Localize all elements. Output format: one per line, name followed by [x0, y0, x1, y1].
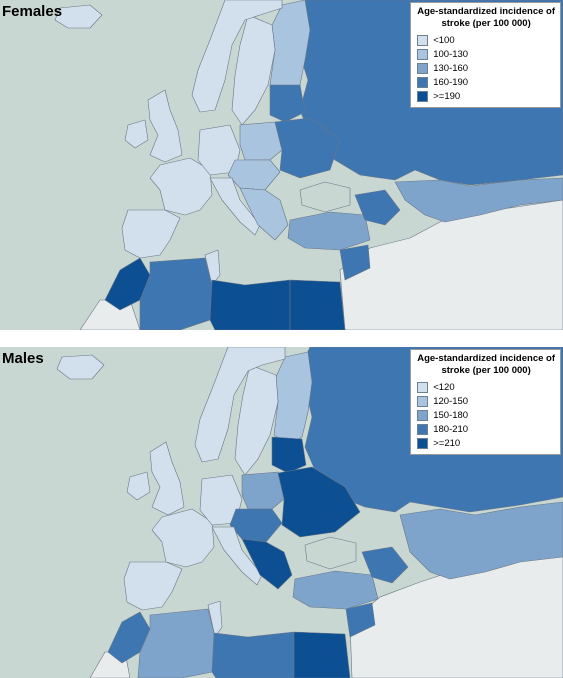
legend-title: Age-standardized incidence of stroke (pe…	[417, 6, 555, 30]
country-caucasus	[354, 189, 401, 226]
map-title: Males	[2, 350, 44, 367]
legend-swatch	[417, 381, 429, 393]
panel-separator	[0, 330, 563, 347]
country-turkey	[287, 211, 371, 251]
map-panel-females: Females Age-standardized incidence of st…	[0, 0, 563, 330]
country-baltics	[271, 436, 307, 474]
country-finland	[273, 351, 313, 446]
country-libya	[211, 631, 295, 678]
country-caucasus	[361, 546, 409, 584]
legend-swatch	[417, 437, 429, 449]
country-algeria	[137, 608, 216, 678]
legend-item: <120	[417, 380, 555, 394]
legend-label: 120-150	[433, 395, 469, 407]
map-title: Females	[2, 3, 63, 20]
country-spain	[121, 209, 181, 259]
country-italy	[209, 177, 261, 236]
legend-item: 180-210	[417, 422, 555, 436]
legend-label: 160-190	[433, 76, 469, 88]
country-norway	[191, 0, 283, 113]
country-balkans	[239, 187, 289, 241]
country-finland	[269, 0, 311, 96]
country-central-europe	[227, 159, 281, 191]
country-norway	[194, 347, 286, 463]
legend-item: >=210	[417, 436, 555, 450]
country-uk	[149, 441, 185, 516]
legend-item: 160-190	[417, 75, 555, 89]
country-baltics	[269, 84, 306, 123]
black-sea	[299, 181, 351, 213]
legend-label: 100-130	[433, 48, 469, 60]
legend-swatch	[417, 409, 429, 421]
country-ukraine	[274, 117, 341, 179]
legend-item: <100	[417, 33, 555, 47]
legend-swatch	[417, 395, 429, 407]
legend-item: 130-160	[417, 61, 555, 75]
country-algeria	[139, 257, 213, 330]
country-iceland	[54, 4, 103, 29]
legend-item: >=190	[417, 89, 555, 103]
legend-label: 150-180	[433, 409, 469, 421]
legend: Age-standardized incidence of stroke (pe…	[410, 2, 561, 108]
black-sea	[304, 536, 357, 570]
legend-label: <120	[433, 381, 455, 393]
country-ireland	[126, 471, 151, 501]
country-sweden	[234, 364, 279, 476]
country-balkans	[241, 538, 293, 590]
country-egypt	[289, 279, 346, 330]
legend-swatch	[417, 62, 429, 74]
legend-item: 120-150	[417, 394, 555, 408]
country-ireland	[124, 119, 149, 149]
map-panel-males: Males Age-standardized incidence of stro…	[0, 347, 563, 678]
country-uk	[147, 89, 183, 163]
country-poland	[239, 121, 283, 161]
country-levant	[339, 244, 371, 281]
country-belarus-ukraine	[277, 466, 361, 538]
country-spain	[123, 561, 183, 611]
country-tunisia	[204, 249, 221, 286]
legend-title-line1: Age-standardized incidence of	[417, 6, 555, 17]
legend-swatch	[417, 90, 429, 102]
legend-swatch	[417, 48, 429, 60]
legend-title: Age-standardized incidence of stroke (pe…	[417, 353, 555, 377]
legend-swatch	[417, 34, 429, 46]
legend-label: <100	[433, 34, 455, 46]
legend-swatch	[417, 76, 429, 88]
legend-title-line2: stroke (per 100 000)	[441, 18, 531, 29]
legend-label: 130-160	[433, 62, 469, 74]
country-libya	[209, 279, 291, 330]
country-kazakhstan	[399, 501, 563, 580]
legend-item: 100-130	[417, 47, 555, 61]
country-sweden	[231, 14, 276, 126]
country-kazakhstan	[394, 177, 563, 223]
legend-title-line1: Age-standardized incidence of	[417, 353, 555, 364]
legend-label: >=190	[433, 90, 461, 102]
country-tunisia	[207, 600, 223, 638]
country-france	[149, 157, 213, 216]
legend-swatch	[417, 423, 429, 435]
country-france	[151, 508, 215, 568]
legend: Age-standardized incidence of stroke (pe…	[410, 349, 561, 455]
country-iceland	[56, 354, 105, 380]
legend-title-line2: stroke (per 100 000)	[441, 365, 531, 376]
country-italy	[211, 526, 263, 586]
country-poland	[241, 471, 285, 510]
legend-item: 150-180	[417, 408, 555, 422]
country-egypt	[293, 631, 351, 678]
country-levant	[345, 602, 376, 638]
legend-label: 180-210	[433, 423, 469, 435]
country-turkey	[292, 570, 379, 610]
legend-label: >=210	[433, 437, 461, 449]
